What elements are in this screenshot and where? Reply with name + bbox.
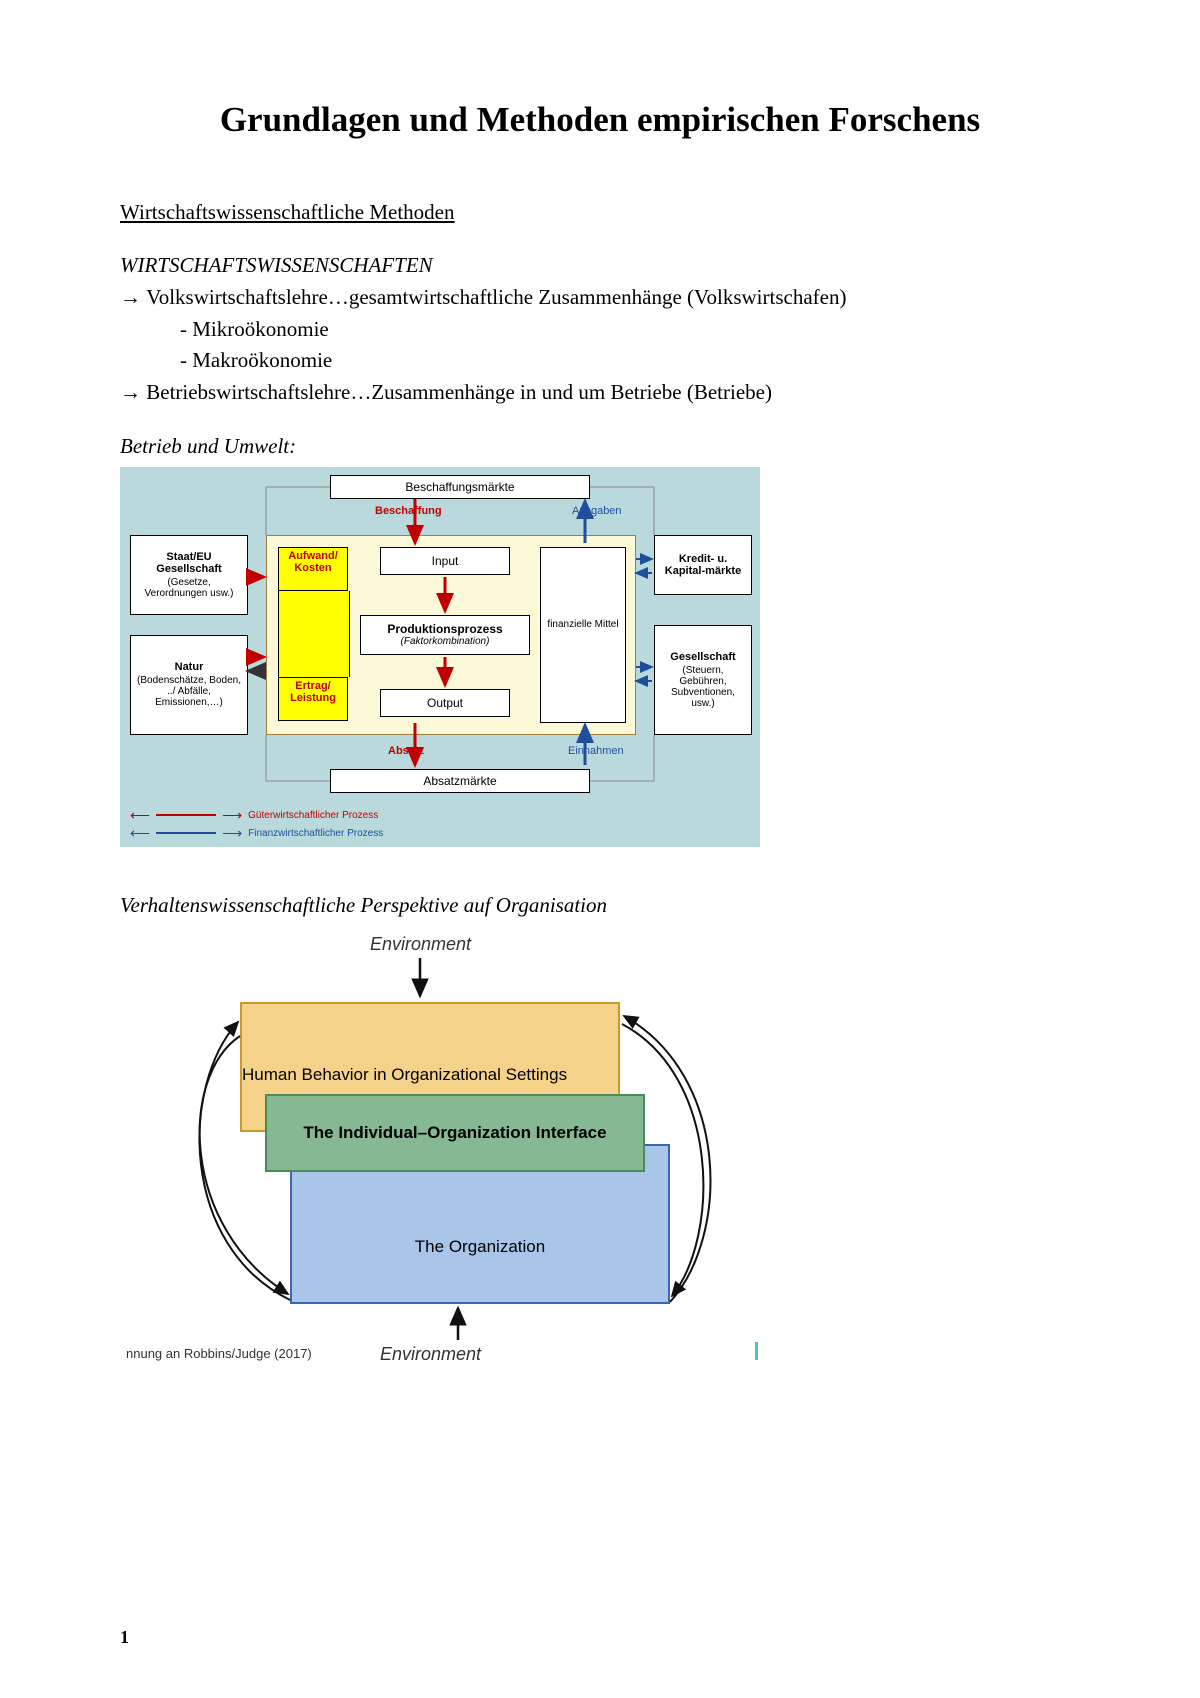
d1-fin-box (540, 547, 626, 723)
bwl-line: Betriebswirtschaftslehre…Zusammenhänge i… (120, 377, 1080, 407)
d1-output: Output (380, 689, 510, 717)
vwl-line: Volkswirtschaftslehre…gesamtwirtschaftli… (120, 282, 1080, 312)
d2-layer1-text: Human Behavior in Organizational Setting… (242, 1064, 567, 1086)
sub-betrieb-umwelt: Betrieb und Umwelt: (120, 434, 1080, 459)
sub-verhaltenswissenschaft: Verhaltenswissenschaftliche Perspektive … (120, 893, 1080, 918)
page-number: 1 (120, 1627, 129, 1648)
d1-prozess: Produktionsprozess (Faktorkombination) (360, 615, 530, 655)
d1-absatzmaerkte: Absatzmärkte (330, 769, 590, 793)
d1-gesellschaft-sub: (Steuern, Gebühren, Subventionen, usw.) (659, 665, 747, 709)
d1-aufwand: Aufwand/ Kosten (278, 547, 348, 591)
d2-layer-interface: The Individual–Organization Interface (265, 1094, 645, 1172)
d2-credit: nnung an Robbins/Judge (2017) (126, 1346, 312, 1361)
d1-staat-title: Staat/EU Gesellschaft (135, 551, 243, 575)
d1-legend-blue: Finanzwirtschaftlicher Prozess (248, 828, 383, 839)
d2-env-bottom: Environment (380, 1344, 481, 1365)
d1-natur-sub: (Bodenschätze, Boden, ../ Abfälle, Emiss… (135, 675, 243, 708)
section-heading: Wirtschaftswissenschaftliche Methoden (120, 200, 1080, 225)
d1-gesellschaft-title: Gesellschaft (670, 651, 735, 663)
d1-staat-sub: (Gesetze, Verordnungen usw.) (135, 577, 243, 599)
d2-layer3-text: The Organization (415, 1237, 545, 1257)
d1-absatz-label: Absatz (388, 745, 424, 757)
d1-prozess-sub: (Faktorkombination) (401, 636, 490, 647)
d1-ertrag: Ertrag/ Leistung (278, 677, 348, 721)
d1-natur-title: Natur (175, 661, 204, 673)
d1-fin-label: finanzielle Mittel (544, 619, 622, 630)
d1-legend-red: Güterwirtschaftlicher Prozess (248, 810, 378, 821)
d1-kredit: Kredit- u. Kapital-märkte (654, 535, 752, 595)
document-page: Grundlagen und Methoden empirischen Fors… (0, 0, 1200, 1698)
d1-gesellschaft: Gesellschaft (Steuern, Gebühren, Subvent… (654, 625, 752, 735)
d2-accent-mark (755, 1342, 758, 1360)
d1-prozess-title: Produktionsprozess (387, 622, 502, 636)
subheading-wirtschaftswissenschaften: WIRTSCHAFTSWISSENSCHAFTEN (120, 253, 1080, 278)
page-title: Grundlagen und Methoden empirischen Fors… (120, 100, 1080, 140)
d1-beschaffungsmaerkte: Beschaffungsmärkte (330, 475, 590, 499)
d2-layer2-text: The Individual–Organization Interface (303, 1123, 606, 1143)
d1-staat-box: Staat/EU Gesellschaft (Gesetze, Verordnu… (130, 535, 248, 615)
d1-ausgaben-label: Ausgaben (572, 505, 622, 517)
bullet-mikro: Mikroökonomie (180, 314, 1080, 344)
vwl-bullets: Mikroökonomie Makroökonomie (180, 314, 1080, 375)
d1-input: Input (380, 547, 510, 575)
diagram-organisation: Environment Human Behavior in Organizati… (120, 926, 760, 1406)
bullet-makro: Makroökonomie (180, 345, 1080, 375)
diagram-betrieb-umwelt: Beschaffungsmärkte Beschaffung Ausgaben … (120, 467, 760, 847)
d1-legend: ⟵ ⟶ Güterwirtschaftlicher Prozess ⟵ ⟶ Fi… (130, 807, 383, 842)
d2-env-top: Environment (370, 934, 471, 955)
d1-natur-box: Natur (Bodenschätze, Boden, ../ Abfälle,… (130, 635, 248, 735)
d1-beschaffung-label: Beschaffung (375, 505, 442, 517)
d1-yellow-connector (278, 591, 350, 677)
d1-einnahmen-label: Einnahmen (568, 745, 624, 757)
